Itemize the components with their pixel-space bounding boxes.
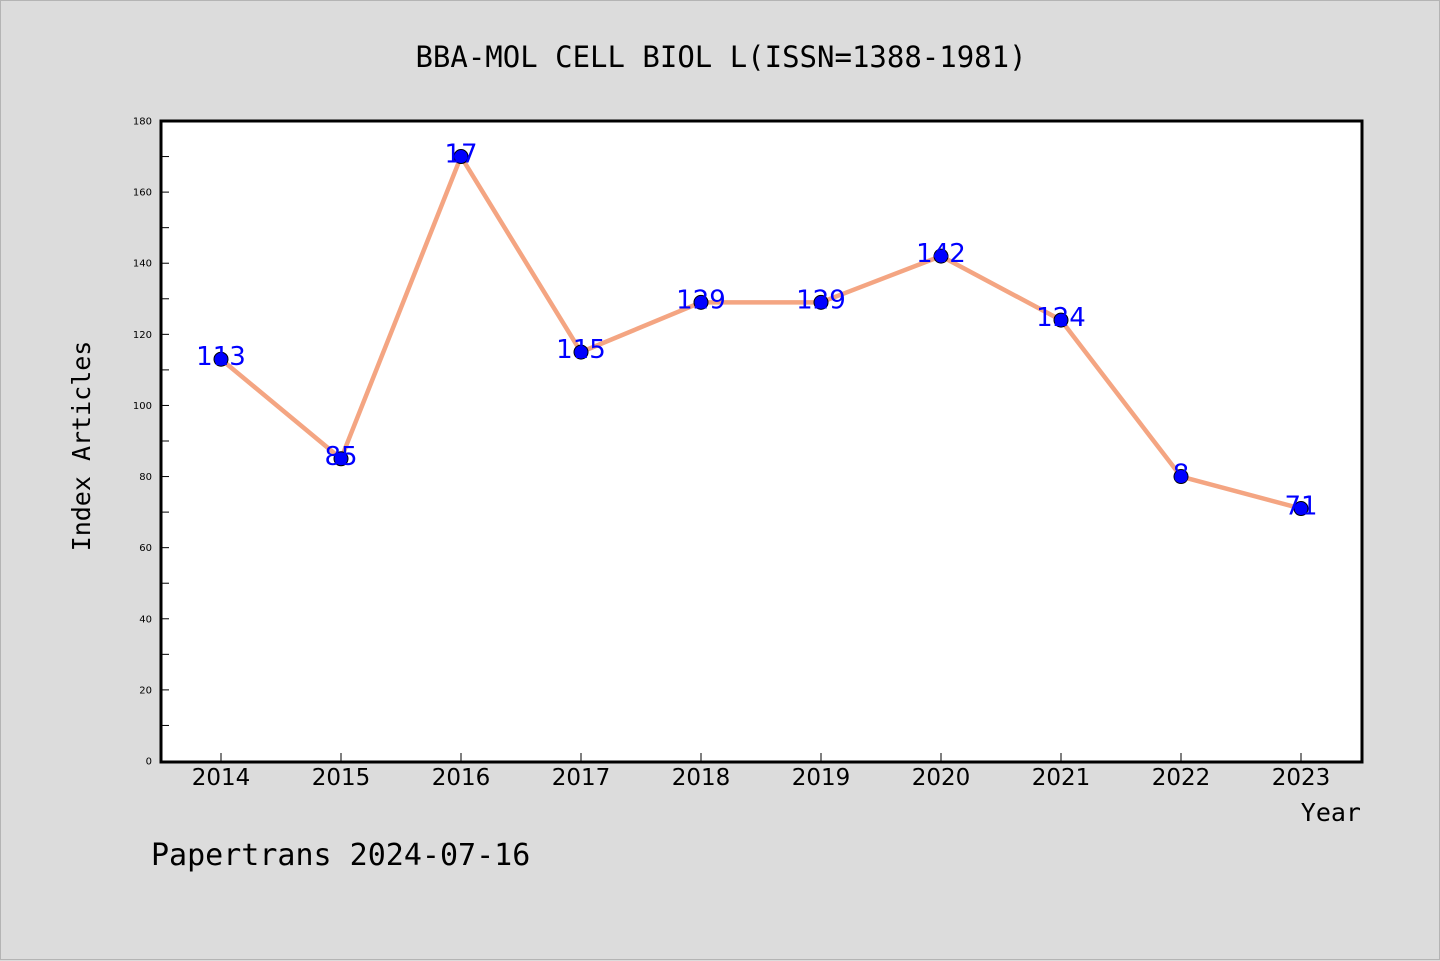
y-tick-label: 160 xyxy=(133,188,152,199)
y-tick-label: 80 xyxy=(139,472,152,483)
x-tick-label: 2015 xyxy=(312,765,371,791)
x-tick-label: 2016 xyxy=(432,765,491,791)
y-tick-label: 60 xyxy=(139,543,152,554)
series-line xyxy=(218,154,1304,511)
x-tick-label: 2017 xyxy=(552,765,611,791)
x-axis: 2014 2015 2016 2017 2018 2019 2020 2021 2022 2023 xyxy=(192,753,1331,791)
x-axis-label: Year xyxy=(1301,798,1361,827)
data-label: 8 xyxy=(1173,460,1190,490)
data-point xyxy=(1173,469,1189,485)
y-tick-label: 0 xyxy=(146,757,152,768)
data-point xyxy=(1293,501,1309,517)
x-tick-label: 2014 xyxy=(192,765,251,791)
data-label: 115 xyxy=(556,335,606,365)
plot-area xyxy=(159,119,1364,764)
y-tick-label: 120 xyxy=(133,330,152,341)
y-axis: 0 20 40 60 80 100 120 140 160 180 xyxy=(133,117,169,768)
data-point xyxy=(573,344,589,360)
data-label: 129 xyxy=(676,285,726,315)
x-tick-label: 2021 xyxy=(1032,765,1091,791)
data-point xyxy=(333,451,349,467)
data-point xyxy=(1053,312,1069,328)
data-point xyxy=(213,351,229,367)
data-label: 142 xyxy=(916,239,966,269)
chart-title: BBA-MOL CELL BIOL L(ISSN=1388-1981) xyxy=(415,40,1026,74)
y-tick-label: 100 xyxy=(133,401,152,412)
y-tick-label: 140 xyxy=(133,259,152,270)
y-tick-label: 20 xyxy=(139,685,152,696)
data-label: 17 xyxy=(444,140,477,170)
data-point xyxy=(693,294,709,310)
y-tick-label: 40 xyxy=(139,614,152,625)
x-tick-label: 2022 xyxy=(1152,765,1211,791)
x-tick-label: 2018 xyxy=(672,765,731,791)
data-label: 124 xyxy=(1036,303,1086,333)
data-point xyxy=(813,294,829,310)
x-tick-label: 2020 xyxy=(912,765,971,791)
data-point xyxy=(453,149,469,165)
y-axis-label: Index Articles xyxy=(67,341,96,552)
data-label: 85 xyxy=(324,442,357,472)
data-label: 71 xyxy=(1284,492,1317,522)
x-tick-label: 2019 xyxy=(792,765,851,791)
x-tick-label: 2023 xyxy=(1272,765,1331,791)
series: 113 85 17 115 129 129 142 124 8 71 xyxy=(196,140,1317,522)
footer-text: Papertrans 2024-07-16 xyxy=(151,838,530,873)
data-point xyxy=(933,248,949,264)
y-tick-label: 180 xyxy=(133,117,152,128)
data-label: 113 xyxy=(196,342,246,372)
data-label: 129 xyxy=(796,285,846,315)
